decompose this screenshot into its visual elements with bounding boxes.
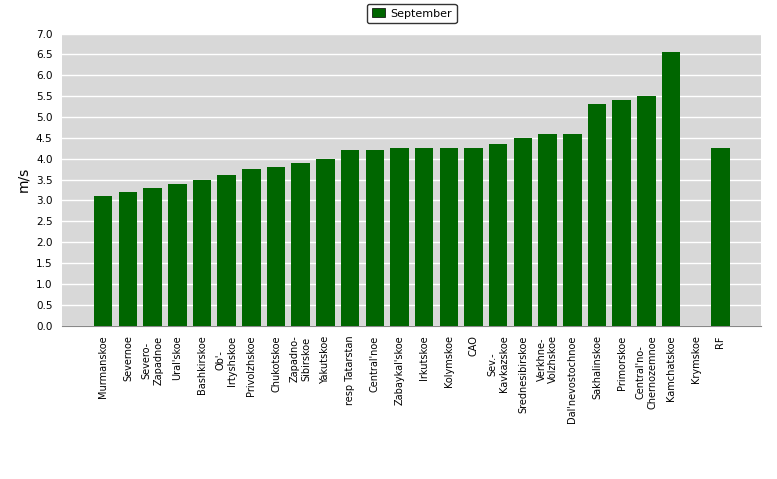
Bar xyxy=(415,148,434,326)
Bar xyxy=(242,169,260,326)
Bar xyxy=(341,150,359,326)
Bar xyxy=(316,159,335,326)
Bar xyxy=(563,134,581,326)
Bar xyxy=(465,148,483,326)
Bar xyxy=(514,138,532,326)
Legend: September: September xyxy=(367,4,457,23)
Bar xyxy=(119,192,138,326)
Bar xyxy=(168,184,186,326)
Bar xyxy=(218,175,236,326)
Bar xyxy=(662,52,681,326)
Bar xyxy=(143,188,162,326)
Bar xyxy=(193,180,211,326)
Bar xyxy=(440,148,458,326)
Bar xyxy=(612,100,631,326)
Bar xyxy=(267,167,285,326)
Bar xyxy=(291,163,310,326)
Bar xyxy=(489,144,507,326)
Bar xyxy=(711,148,730,326)
Y-axis label: m/s: m/s xyxy=(16,167,30,192)
Bar xyxy=(538,134,557,326)
Bar xyxy=(587,104,606,326)
Bar xyxy=(390,148,409,326)
Bar xyxy=(365,150,384,326)
Bar xyxy=(94,196,113,326)
Bar xyxy=(637,96,656,326)
